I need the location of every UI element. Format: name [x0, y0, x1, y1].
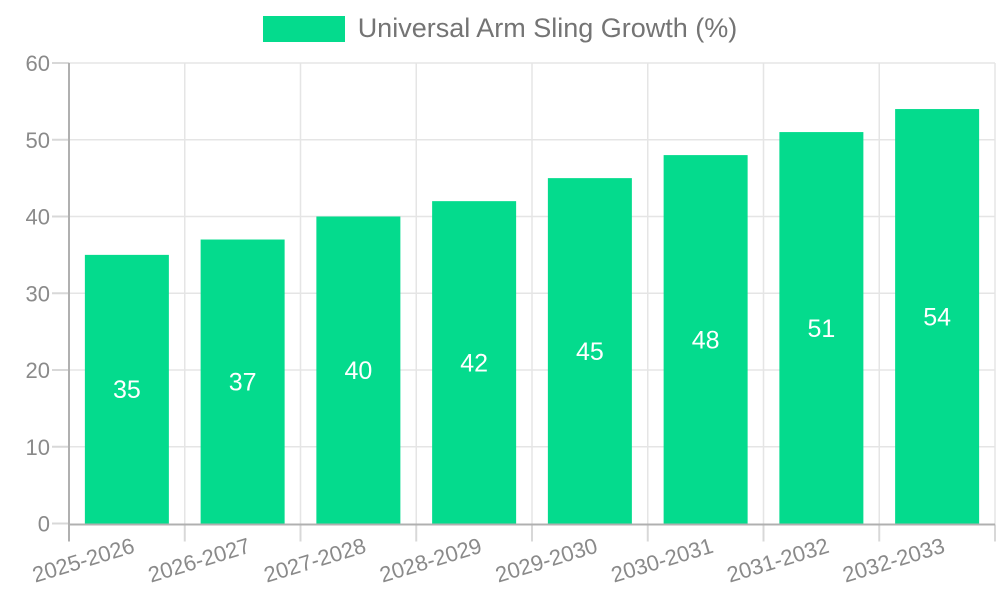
- x-tick-label: 2028-2029: [377, 533, 485, 588]
- bar-value-label: 54: [923, 303, 951, 331]
- y-tick-label: 30: [26, 281, 50, 306]
- bar[interactable]: [895, 109, 980, 524]
- x-tick-label: 2027-2028: [261, 533, 369, 588]
- x-tick-label: 2026-2027: [145, 533, 253, 588]
- x-tick-label: 2029-2030: [492, 533, 600, 588]
- x-tick-label: 2032-2033: [840, 533, 948, 588]
- bar[interactable]: [432, 201, 517, 524]
- bar-value-label: 37: [229, 369, 257, 397]
- x-tick-label: 2030-2031: [608, 533, 716, 588]
- y-tick-label: 60: [26, 51, 50, 76]
- x-tick-label: 2031-2032: [724, 533, 832, 588]
- bar[interactable]: [84, 254, 169, 524]
- y-tick-label: 20: [26, 358, 50, 383]
- legend-label: Universal Arm Sling Growth (%): [357, 13, 738, 43]
- bar-value-label: 40: [344, 357, 372, 385]
- bar[interactable]: [547, 178, 632, 524]
- bar[interactable]: [663, 155, 748, 524]
- bar-value-label: 51: [807, 315, 835, 343]
- bar[interactable]: [200, 239, 285, 524]
- y-tick-label: 0: [38, 512, 50, 537]
- legend-swatch: [262, 15, 345, 42]
- bar-value-label: 45: [576, 338, 604, 366]
- y-tick-label: 40: [26, 205, 50, 230]
- bar-value-label: 48: [692, 326, 720, 354]
- y-tick-label: 50: [26, 128, 50, 153]
- y-tick-label: 10: [26, 435, 50, 460]
- bar-value-label: 42: [460, 349, 488, 377]
- bar[interactable]: [779, 132, 864, 524]
- x-tick-label: 2025-2026: [29, 533, 137, 588]
- bar[interactable]: [316, 216, 401, 524]
- legend[interactable]: Universal Arm Sling Growth (%): [0, 15, 1000, 42]
- bar-value-label: 35: [113, 376, 141, 404]
